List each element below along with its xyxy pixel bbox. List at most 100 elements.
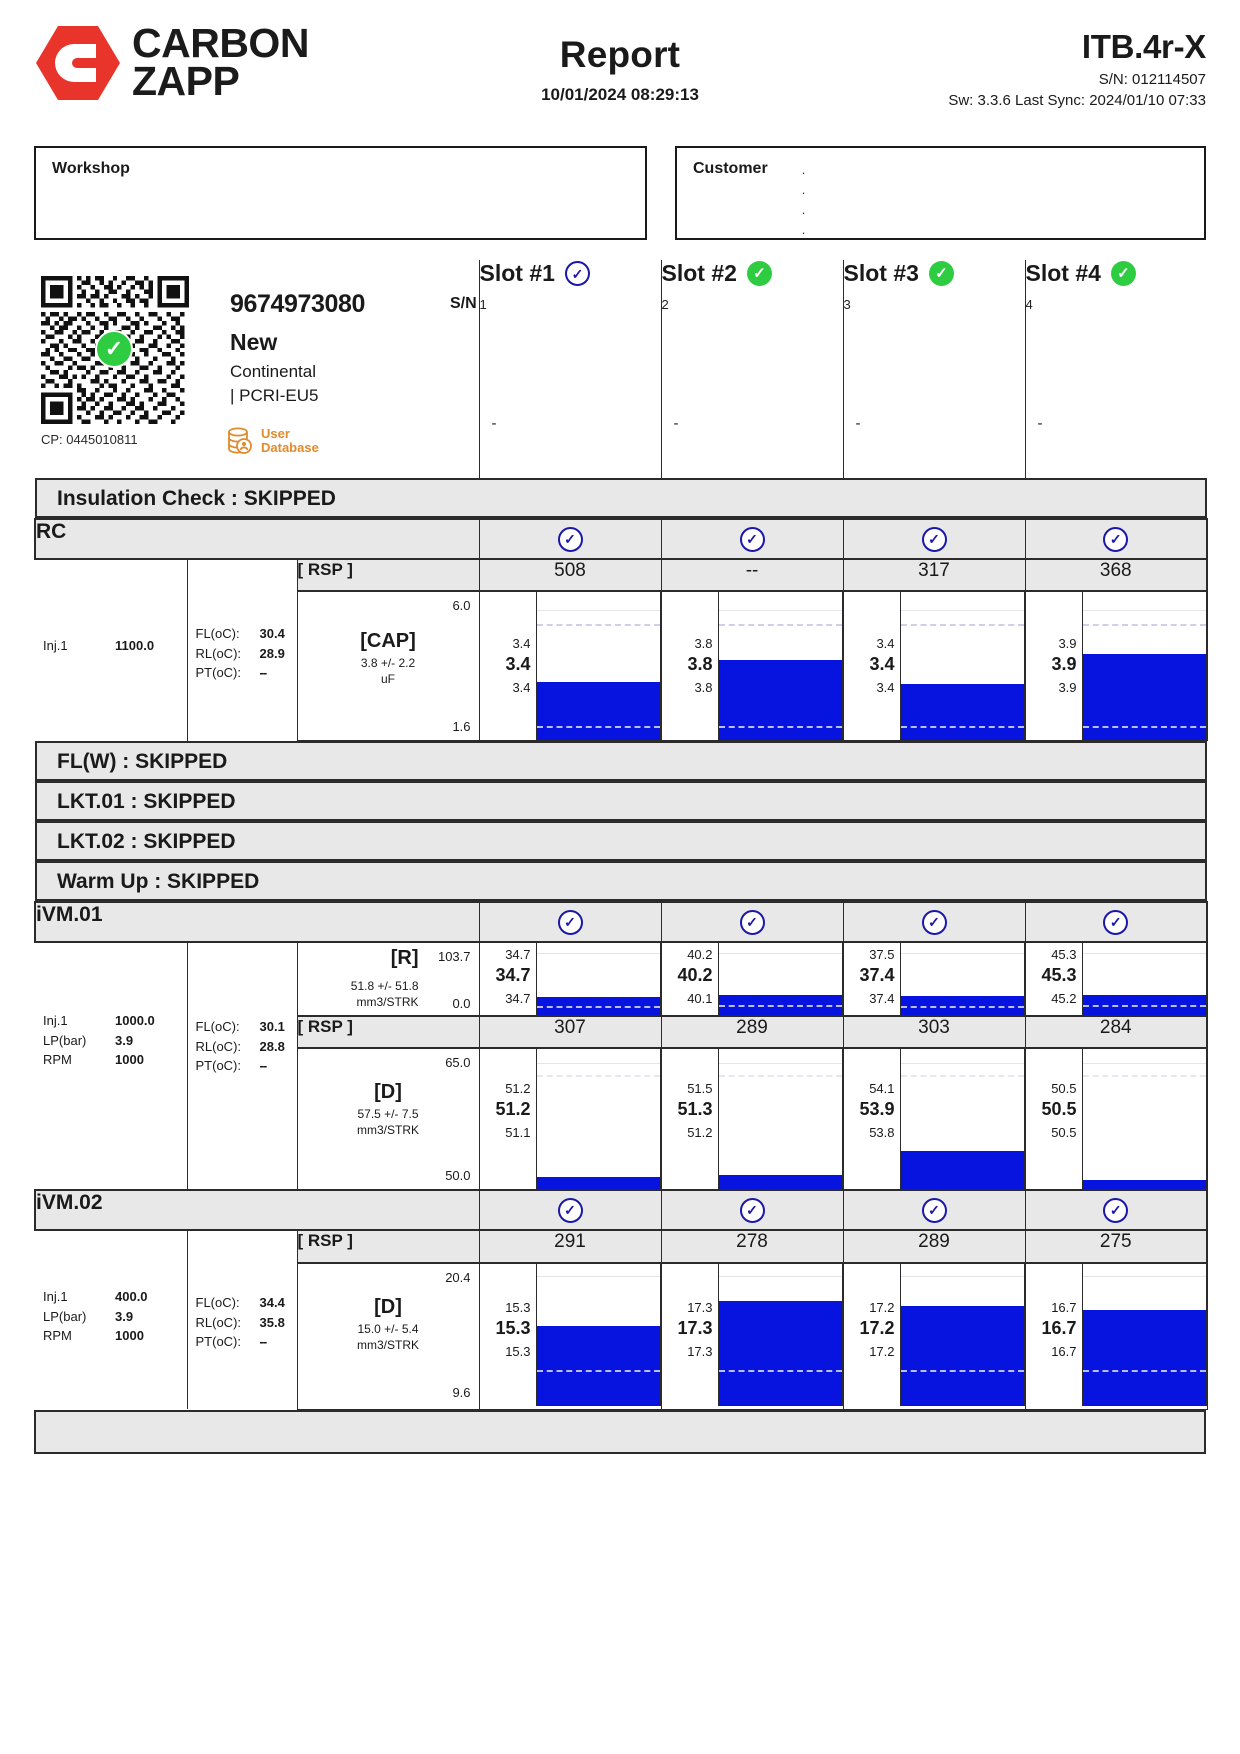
ivm02-param-key: FL(oC): [195,1295,240,1310]
reading-high: 3.9 [1058,636,1077,651]
reading-mid: 17.2 [859,1317,895,1338]
section-title-ivm02: iVM.02 [33,1189,480,1231]
customer-box[interactable]: Customer . . . . [675,146,1206,240]
reading-low: 51.2 [687,1125,713,1140]
rc-param-key: FL(oC): [195,626,240,641]
rc-conditions: Inj.1 1100.0 [35,559,188,741]
slot-number: 4 [1025,297,1033,312]
ivm02-cond-key: LP(bar) [43,1308,87,1324]
ivm01-r-axis-min: 0.0 [452,996,471,1011]
bar-plot [535,1263,661,1406]
check-circle-outline-blue-icon: ✓ [739,909,765,935]
reading-high: 54.1 [869,1081,895,1096]
ivm01-d-measure-tag: [D] [374,1081,402,1103]
qr-status-check-icon: ✓ [95,330,133,368]
section-banner: FL(W) : SKIPPED [35,741,1208,781]
check-circle-outline-blue-icon: ✓ [739,1197,765,1223]
reading-mid: 34.7 [495,965,531,985]
rc-param-key: RL(oC): [195,645,242,661]
bar-plot [535,943,661,1015]
ivm02-d-readings-slot-1: 15.3 15.3 15.3 [480,1264,536,1406]
ivm01-param-value: 28.8 [259,1038,285,1054]
ivm01-rsp-header: [ RSP ] [297,1015,480,1049]
slot-label: Slot #2 [661,260,737,286]
customer-label: Customer [693,160,768,177]
slot-label: Slot #3 [843,260,919,286]
reading-mid: 3.4 [869,654,895,674]
ivm01-r-tolerance: 51.8 +/- 51.8 [350,979,419,993]
ivm01-d-graph-slot-3: 54.1 53.9 53.8 [842,1048,1026,1191]
workshop-box[interactable]: Workshop [34,146,647,240]
slot-header-4[interactable]: Slot #4 ✓ 4 - [1024,260,1208,478]
section-header-rc: RC ✓ ✓ ✓ ✓ [33,518,1209,560]
reading-low: 15.3 [505,1343,531,1359]
ivm01-d-axis-min: 50.0 [445,1168,471,1183]
workshop-label: Workshop [52,160,130,177]
slot-header-1[interactable]: Slot #1 ✓ 1 - [478,260,662,478]
device-model: ITB.4r-X [1081,28,1206,65]
rc-rsp-row: Inj.1 1100.0 FL(oC): 30.4 RL(oC): 28.9 PT(o… [35,558,1209,741]
ivm01-d-graph-slot-1: 51.2 51.2 51.1 [478,1048,662,1191]
section-banner: LKT.01 : SKIPPED [35,781,1208,821]
reading-low: 40.1 [687,991,713,1006]
rc-measure-label: 6.0 [CAP] 3.8 +/- 2.2 uF 1.6 [297,591,480,741]
ivm02-cond-value: 3.9 [115,1308,134,1324]
reading-low: 34.7 [505,991,531,1006]
rc-readings-slot-1: 3.4 3.4 3.4 [480,592,536,740]
reading-mid: 3.4 [505,654,531,674]
database-icon [228,427,252,454]
ivm01-r-graph-slot-4: 45.3 45.3 45.2 [1024,942,1208,1017]
ivm02-status-slot-4: ✓ [1024,1189,1209,1231]
reading-low: 53.8 [869,1125,895,1140]
ivm01-status-slot-1: ✓ [478,901,662,943]
skipped-row-flw: FL(W) : SKIPPED [35,741,1208,781]
reading-high: 45.3 [1051,947,1077,962]
reading-mid: 51.2 [495,1099,531,1119]
ivm01-d-graph-slot-4: 50.5 50.5 50.5 [1024,1048,1208,1191]
ivm01-r-graph-slot-1: 34.7 34.7 34.7 [478,942,662,1017]
reading-mid: 17.3 [677,1317,713,1338]
ivm02-d-axis-max: 20.4 [445,1269,471,1285]
ivm02-d-measure-tag: [D] [374,1295,402,1318]
section-header-ivm02: iVM.02 ✓ ✓ ✓ ✓ [33,1189,1209,1231]
ivm02-rsp-slot-3: 289 [842,1229,1026,1264]
ivm01-status-slot-4: ✓ [1024,901,1209,943]
ivm01-param-value: -- [259,1058,268,1073]
rc-inj-label: Inj.1 [43,638,68,653]
rc-axis-max: 6.0 [452,598,471,613]
bar-plot [717,592,843,740]
user-database-line-1: User [261,426,290,442]
rc-graph-slot-3: 3.4 3.4 3.4 [842,591,1026,741]
footer-bar [34,1409,1206,1454]
slot-number: 1 [479,297,487,312]
ivm02-cond-value: 1000 [115,1328,144,1343]
check-circle-outline-blue-icon: ✓ [921,909,947,935]
ivm01-d-measure-label: 65.0 [D] 57.5 +/- 7.5 mm3/STRK 50.0 [297,1048,480,1191]
ivm01-param-key: RL(oC): [195,1038,242,1054]
cp-number: CP: 0445010811 [41,432,138,447]
rc-readings-slot-3: 3.4 3.4 3.4 [844,592,900,740]
reading-high: 17.3 [687,1299,713,1315]
ivm01-d-readings-slot-1: 51.2 51.2 51.1 [480,1049,536,1189]
section-header-ivm01: iVM.01 ✓ ✓ ✓ ✓ [33,901,1209,943]
bar-plot [1081,592,1207,740]
ivm02-rsp-slot-1: 291 [478,1229,662,1264]
ivm02-d-readings-slot-4: 16.7 16.7 16.7 [1026,1264,1082,1406]
slot-header-2[interactable]: Slot #2 ✓ 2 - [660,260,844,478]
section-banner: Insulation Check : SKIPPED [35,478,1208,518]
bar-plot [899,1049,1025,1189]
ivm01-param-key: PT(oC): [195,1058,242,1073]
slot-header-3[interactable]: Slot #3 ✓ 3 - [842,260,1026,478]
identification-cell: ✓ 9674973080 New Continental | PCRI-EU5 … [35,260,479,478]
ivm02-d-row: 20.4 [D] 15.0 +/- 5.4 mm3/STRK 9.6 15.3 … [35,1262,1208,1410]
reading-low: 3.4 [876,680,895,695]
rc-inj-value: 1100.0 [115,638,155,653]
section-title-rc: RC [33,518,480,560]
reading-low: 17.2 [869,1343,895,1359]
rc-measure-tag: [CAP] [360,630,416,652]
ivm02-status-slot-1: ✓ [478,1189,662,1231]
rc-graph-slot-2: 3.8 3.8 3.8 [660,591,844,741]
rc-readings-slot-2: 3.8 3.8 3.8 [662,592,718,740]
slot-number: 2 [661,297,669,312]
